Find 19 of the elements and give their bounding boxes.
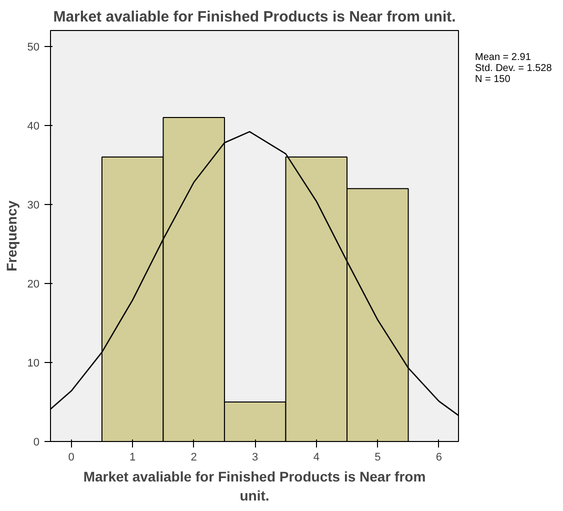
chart-title: Market avaliable for Finished Products is Near from unit.	[53, 8, 456, 26]
text: N = 150	[475, 74, 510, 85]
y-tick-label: 20	[27, 278, 40, 290]
x-tick-label: 2	[190, 452, 197, 464]
x-tick-label: 5	[374, 452, 381, 464]
x-tick-label: 4	[313, 452, 320, 464]
y-tick-label: 10	[27, 357, 40, 370]
text: Std. Dev. = 1.528	[475, 63, 552, 74]
text: Mean = 2.91	[475, 52, 531, 63]
y-tick-label: 40	[27, 120, 40, 132]
y-axis-title: Frequency	[3, 200, 20, 272]
y-tick-label: 0	[33, 436, 40, 448]
x-tick-label: 0	[68, 452, 74, 464]
x-tick-label: 1	[130, 452, 136, 464]
y-tick-label: 50	[27, 41, 40, 54]
x-tick-label: 3	[252, 452, 258, 464]
x-axis-title: Market avaliable for Finished Products is Near from unit.	[83, 468, 426, 504]
y-tick-label: 30	[27, 199, 40, 212]
x-tick-label: 6	[436, 452, 442, 464]
